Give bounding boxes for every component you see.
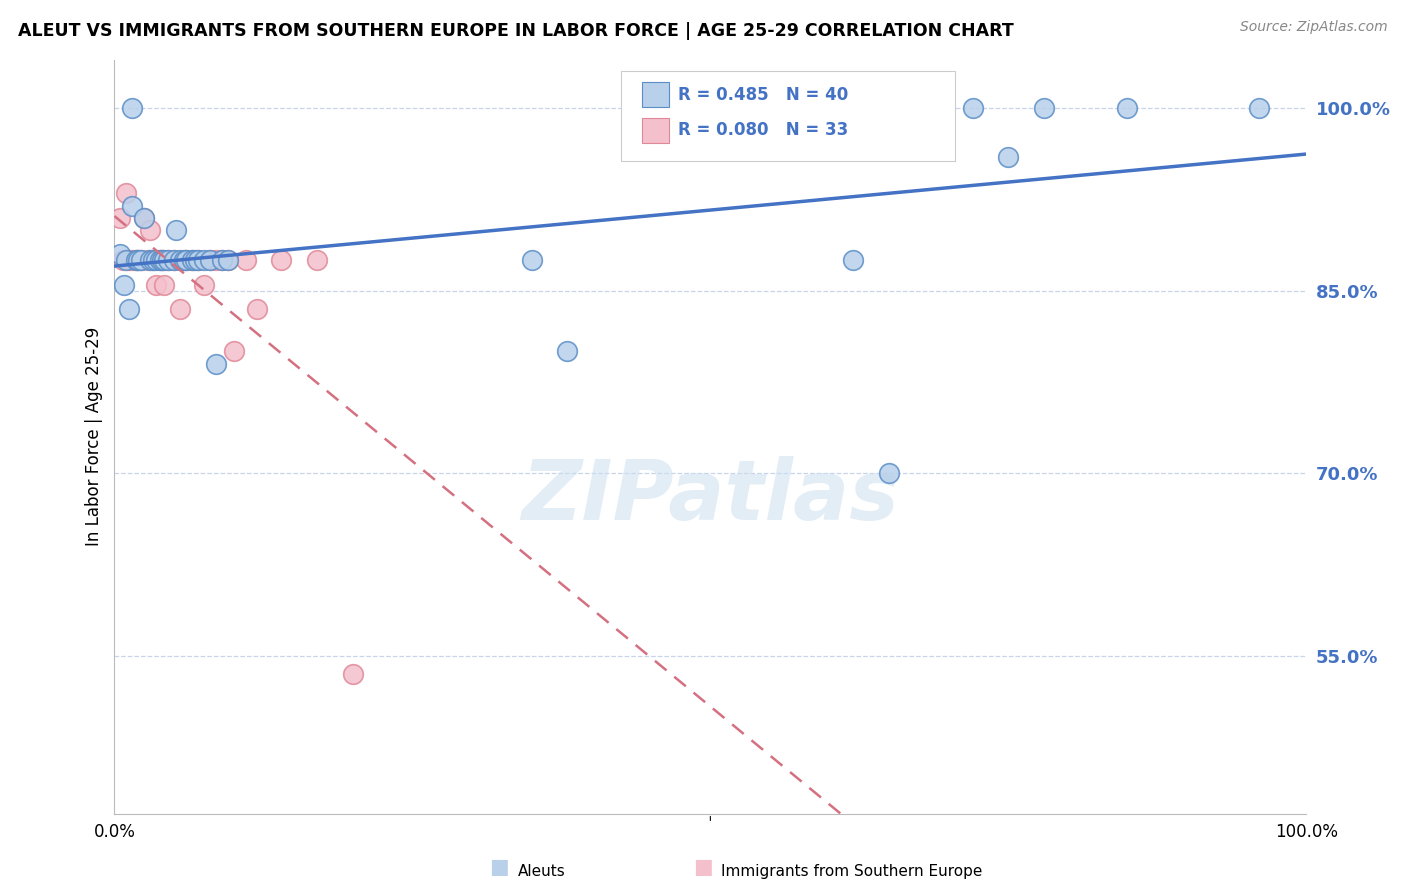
Point [187,253,209,268]
Text: ■: ■ [693,857,713,877]
Point [118,253,141,268]
Point [997,150,1019,164]
Point [211,253,233,268]
Point [914,101,936,115]
Point [169,301,191,316]
Point [150,253,173,268]
Point [211,253,233,268]
Point [193,277,215,292]
Point [184,253,207,268]
Point [115,186,138,201]
Point [217,253,239,268]
Text: Immigrants from Southern Europe: Immigrants from Southern Europe [721,863,983,879]
Point [174,253,197,268]
Point [520,253,543,268]
Point [139,253,162,268]
Point [153,253,176,268]
Point [139,223,162,237]
Point [134,211,156,225]
Bar [643,82,669,107]
Point [127,253,149,268]
Point [180,253,202,268]
Bar [643,118,669,143]
Point [163,253,186,268]
Point [555,344,578,359]
Text: ALEUT VS IMMIGRANTS FROM SOUTHERN EUROPE IN LABOR FORCE | AGE 25-29 CORRELATION : ALEUT VS IMMIGRANTS FROM SOUTHERN EUROPE… [18,22,1014,40]
Point [110,247,132,261]
Point [111,253,134,268]
Point [962,101,984,115]
FancyBboxPatch shape [621,70,955,161]
Point [204,357,226,371]
Text: Aleuts: Aleuts [517,863,565,879]
Point [110,211,132,225]
Point [877,466,900,480]
Point [235,253,257,268]
Text: ■: ■ [489,857,509,877]
Point [153,277,176,292]
Point [1247,101,1270,115]
Point [270,253,292,268]
Point [118,301,141,316]
Text: ZIPatlas: ZIPatlas [522,457,900,537]
Point [217,253,239,268]
Point [165,223,187,237]
Point [1033,101,1056,115]
Point [198,253,221,268]
Point [246,301,269,316]
Text: R = 0.485   N = 40: R = 0.485 N = 40 [678,86,848,104]
Point [222,344,245,359]
Point [174,253,197,268]
Y-axis label: In Labor Force | Age 25-29: In Labor Force | Age 25-29 [86,327,103,546]
Point [842,253,865,268]
Point [342,666,364,681]
Point [169,253,191,268]
Point [198,253,221,268]
Point [145,253,167,268]
Point [163,253,186,268]
Point [112,277,135,292]
Point [1116,101,1139,115]
Point [204,253,226,268]
Point [127,253,149,268]
Point [129,253,152,268]
Point [149,253,172,268]
Point [193,253,215,268]
Point [115,253,138,268]
Point [125,253,148,268]
Point [141,253,163,268]
Point [136,253,159,268]
Point [149,253,172,268]
Point [305,253,328,268]
Text: R = 0.080   N = 33: R = 0.080 N = 33 [678,120,848,139]
Point [173,253,195,268]
Point [121,198,143,212]
Point [157,253,180,268]
Point [150,253,173,268]
Point [145,277,167,292]
Point [129,253,152,268]
Point [134,211,156,225]
Point [187,253,209,268]
Point [121,101,143,115]
Text: Source: ZipAtlas.com: Source: ZipAtlas.com [1240,20,1388,34]
Point [141,253,163,268]
Point [180,253,202,268]
Point [121,253,143,268]
Point [125,253,148,268]
Point [157,253,180,268]
